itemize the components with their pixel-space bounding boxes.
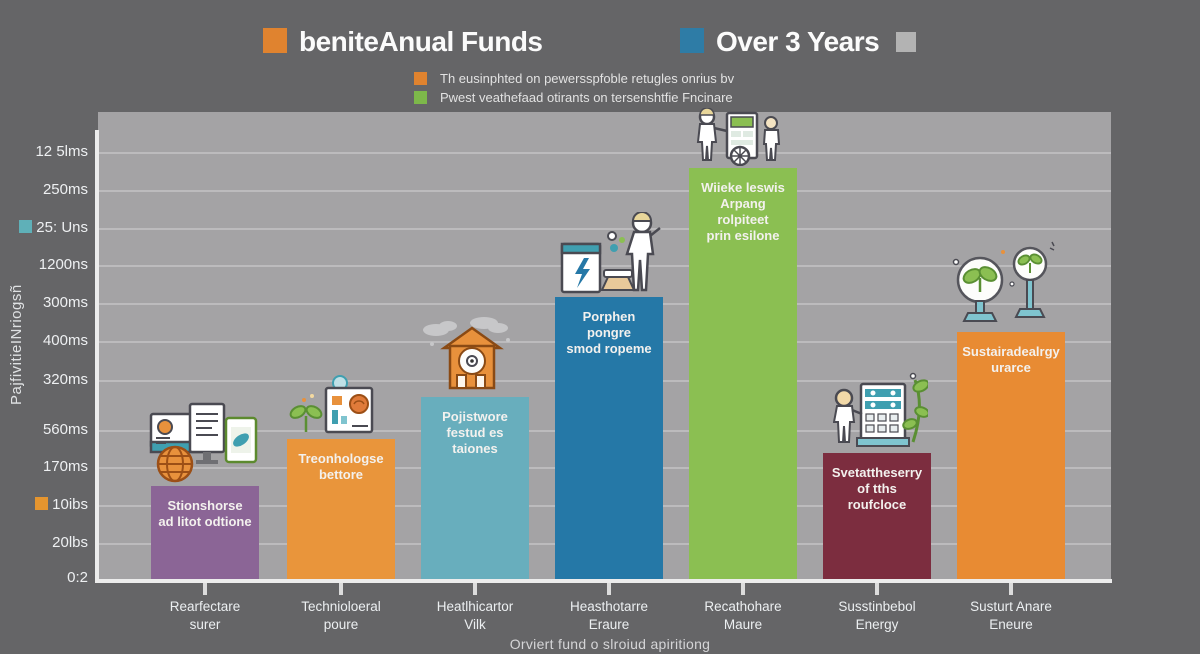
x-tick bbox=[203, 583, 207, 595]
legend-label-years: Over 3 Years bbox=[716, 26, 880, 57]
bar-label: Wiieke leswis Arpang rolpiteet prin esilon… bbox=[701, 180, 785, 243]
bar-rearfectare: Stionshorse ad litot odtione bbox=[151, 486, 259, 579]
y-tick-label: 560ms bbox=[42, 421, 88, 438]
y-tick-label: 12 5lms bbox=[35, 143, 88, 160]
bar-label: Stionshorse ad litot odtione bbox=[158, 498, 252, 529]
bar-recathohare: Wiieke leswis Arpang rolpiteet prin esilon… bbox=[689, 168, 797, 579]
house-clouds-icon bbox=[423, 317, 510, 390]
x-tick bbox=[1009, 583, 1013, 595]
tick-swatch-teal bbox=[19, 220, 33, 233]
gridline bbox=[98, 152, 1111, 154]
sub-legend-text-2: Pwest veathefaad otirants on tersenshtfi… bbox=[440, 90, 733, 105]
x-tick bbox=[741, 583, 745, 595]
people-machine-icon bbox=[696, 108, 781, 166]
globe-plants-icon bbox=[952, 241, 1055, 322]
bar-susturt: Sustairadealrgy urarce bbox=[957, 332, 1065, 579]
bar-technioloeral: Treonhologse bettore bbox=[287, 439, 395, 579]
y-tick-label: 25: Uns bbox=[0, 219, 88, 237]
x-label-recathohare: Recathohare Maure bbox=[704, 599, 782, 632]
legend-swatch-gray bbox=[896, 32, 916, 52]
legend-label-funds: beniteAnual Funds bbox=[299, 26, 543, 57]
x-axis-line bbox=[95, 579, 1112, 583]
x-tick bbox=[339, 583, 343, 595]
y-tick-label: 170ms bbox=[42, 458, 88, 475]
sub-legend-swatch-orange bbox=[414, 72, 427, 85]
person-plant-icon bbox=[833, 372, 928, 447]
x-tick bbox=[607, 583, 611, 595]
sub-legend-swatch-green bbox=[414, 91, 427, 104]
y-tick-label: 10ibs bbox=[0, 496, 88, 514]
bar-label: Svetattheserry of tths roufcloce bbox=[831, 465, 923, 512]
y-tick-label: 1200ns bbox=[38, 256, 88, 273]
bar-heasthotarre: Porphen pongre smod ropeme bbox=[555, 297, 663, 579]
y-tick-label: 300ms bbox=[42, 294, 88, 311]
y-tick-label: 250ms bbox=[42, 181, 88, 198]
chart-caption: Orviert fund o slroiud apiritiong bbox=[509, 636, 711, 652]
x-label-heasthotarre: Heasthotarre Eraure bbox=[569, 599, 649, 632]
plant-chart-icon bbox=[289, 375, 374, 434]
x-label-rearfectare: Rearfectare surer bbox=[169, 599, 241, 632]
x-label-technioloeral: Technioloeral poure bbox=[301, 599, 381, 632]
legend-swatch-blue bbox=[680, 28, 704, 53]
x-tick bbox=[875, 583, 879, 595]
y-tick-label: 0:2 bbox=[67, 569, 88, 586]
person-battery-icon bbox=[560, 212, 661, 294]
x-tick bbox=[473, 583, 477, 595]
y-tick-label: 20lbs bbox=[52, 534, 88, 551]
bar-susstinbebol: Svetattheserry of tths roufcloce bbox=[823, 453, 931, 579]
bar-label: Porphen pongre smod ropeme bbox=[566, 309, 652, 356]
bar-label: Treonhologse bettore bbox=[298, 451, 384, 482]
gridline bbox=[98, 265, 1111, 267]
x-label-susturt: Susturt Anare Eneure bbox=[970, 599, 1052, 632]
y-tick-label: 320ms bbox=[42, 371, 88, 388]
bar-label: Pojistwore festud es taiones bbox=[442, 409, 508, 456]
bar-label: Sustairadealrgy urarce bbox=[962, 344, 1060, 375]
devices-globe-icon bbox=[149, 402, 258, 483]
gridline bbox=[98, 190, 1111, 192]
y-axis-title: PajfivitieINriogsñ bbox=[8, 284, 25, 405]
tick-swatch-orange bbox=[35, 497, 49, 510]
y-tick-label: 400ms bbox=[42, 332, 88, 349]
legend: beniteAnual Funds Over 3 Years bbox=[0, 26, 1200, 57]
gridline bbox=[98, 228, 1111, 230]
sub-legend-text-1: Th eusinphted on pewersspfoble retugles … bbox=[440, 71, 735, 86]
x-label-susstinbebol: Susstinbebol Energy bbox=[838, 599, 916, 632]
x-label-heatlhicartor: Heatlhicartor Vilk bbox=[436, 599, 514, 632]
bar-heatlhicartor: Pojistwore festud es taiones bbox=[421, 397, 529, 579]
legend-swatch-orange bbox=[263, 28, 287, 53]
plot-area: Stionshorse ad litot odtione Treonhologse… bbox=[98, 112, 1111, 579]
y-axis-line bbox=[95, 130, 99, 582]
